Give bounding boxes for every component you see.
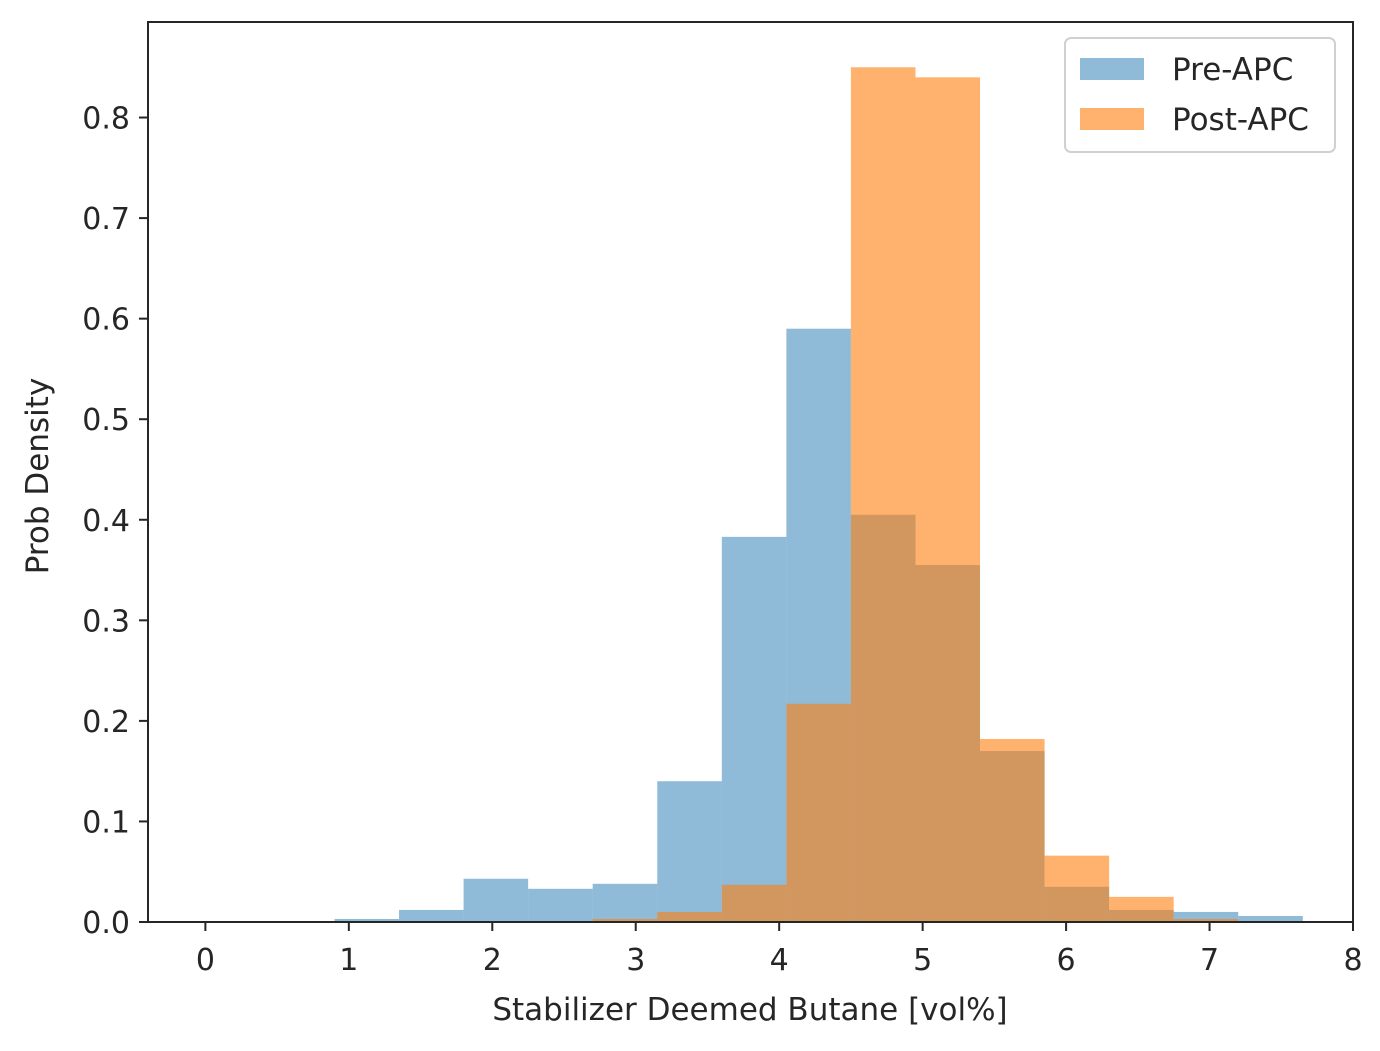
bar-post-apc-3 <box>786 703 851 922</box>
series-post-apc <box>592 67 1239 923</box>
bar-pre-apc-2 <box>463 878 529 922</box>
legend-label-post-apc: Post-APC <box>1172 102 1309 138</box>
bar-pre-apc-14 <box>1238 915 1303 922</box>
x-tick-label: 0 <box>196 943 215 978</box>
x-tick-label: 8 <box>1343 943 1362 978</box>
x-tick-label: 6 <box>1057 943 1076 978</box>
bar-post-apc-6 <box>980 738 1045 922</box>
bars-layer <box>334 67 1303 923</box>
bar-pre-apc-1 <box>399 909 464 922</box>
bar-post-apc-2 <box>721 884 787 922</box>
x-tick-label: 7 <box>1200 943 1219 978</box>
y-tick-label: 0.5 <box>82 403 130 438</box>
y-tick-label: 0.8 <box>82 102 130 137</box>
x-tick-label: 4 <box>770 943 789 978</box>
bar-post-apc-0 <box>592 918 658 922</box>
x-tick-label: 2 <box>483 943 502 978</box>
bar-pre-apc-6 <box>721 536 787 922</box>
legend-label-pre-apc: Pre-APC <box>1172 52 1293 88</box>
bar-pre-apc-13 <box>1173 911 1239 922</box>
y-tick-label: 0.7 <box>82 202 130 237</box>
y-tick-label: 0.4 <box>82 504 130 539</box>
y-tick-label: 0.2 <box>82 705 130 740</box>
y-tick-label: 0.3 <box>82 604 130 639</box>
legend-swatch-pre-apc <box>1080 58 1144 80</box>
x-axis: 0 1 2 3 4 5 6 7 8 <box>196 922 1363 978</box>
y-axis-label: Prob Density <box>20 378 56 575</box>
bar-pre-apc-0 <box>334 918 400 922</box>
y-axis: 0.0 0.1 0.2 0.3 0.4 0.5 0.6 0.7 0.8 <box>82 102 148 941</box>
y-tick-label: 0.1 <box>82 805 130 840</box>
x-tick-label: 3 <box>626 943 645 978</box>
legend: Pre-APC Post-APC <box>1064 37 1336 153</box>
bar-pre-apc-5 <box>657 781 722 922</box>
legend-swatch-post-apc <box>1080 108 1144 130</box>
x-axis-label: Stabilizer Deemed Butane [vol%] <box>492 992 1007 1028</box>
x-tick-label: 5 <box>913 943 932 978</box>
bar-post-apc-7 <box>1044 855 1110 922</box>
bar-pre-apc-3 <box>528 888 593 922</box>
bar-post-apc-8 <box>1109 896 1174 922</box>
y-tick-label: 0.0 <box>82 906 130 941</box>
bar-post-apc-9 <box>1173 918 1239 922</box>
y-tick-label: 0.6 <box>82 303 130 338</box>
bar-pre-apc-4 <box>592 883 658 922</box>
bar-post-apc-5 <box>915 77 981 923</box>
bar-post-apc-1 <box>657 911 722 922</box>
plot-frame <box>147 21 1354 923</box>
x-tick-label: 1 <box>339 943 358 978</box>
bar-post-apc-4 <box>850 67 916 922</box>
